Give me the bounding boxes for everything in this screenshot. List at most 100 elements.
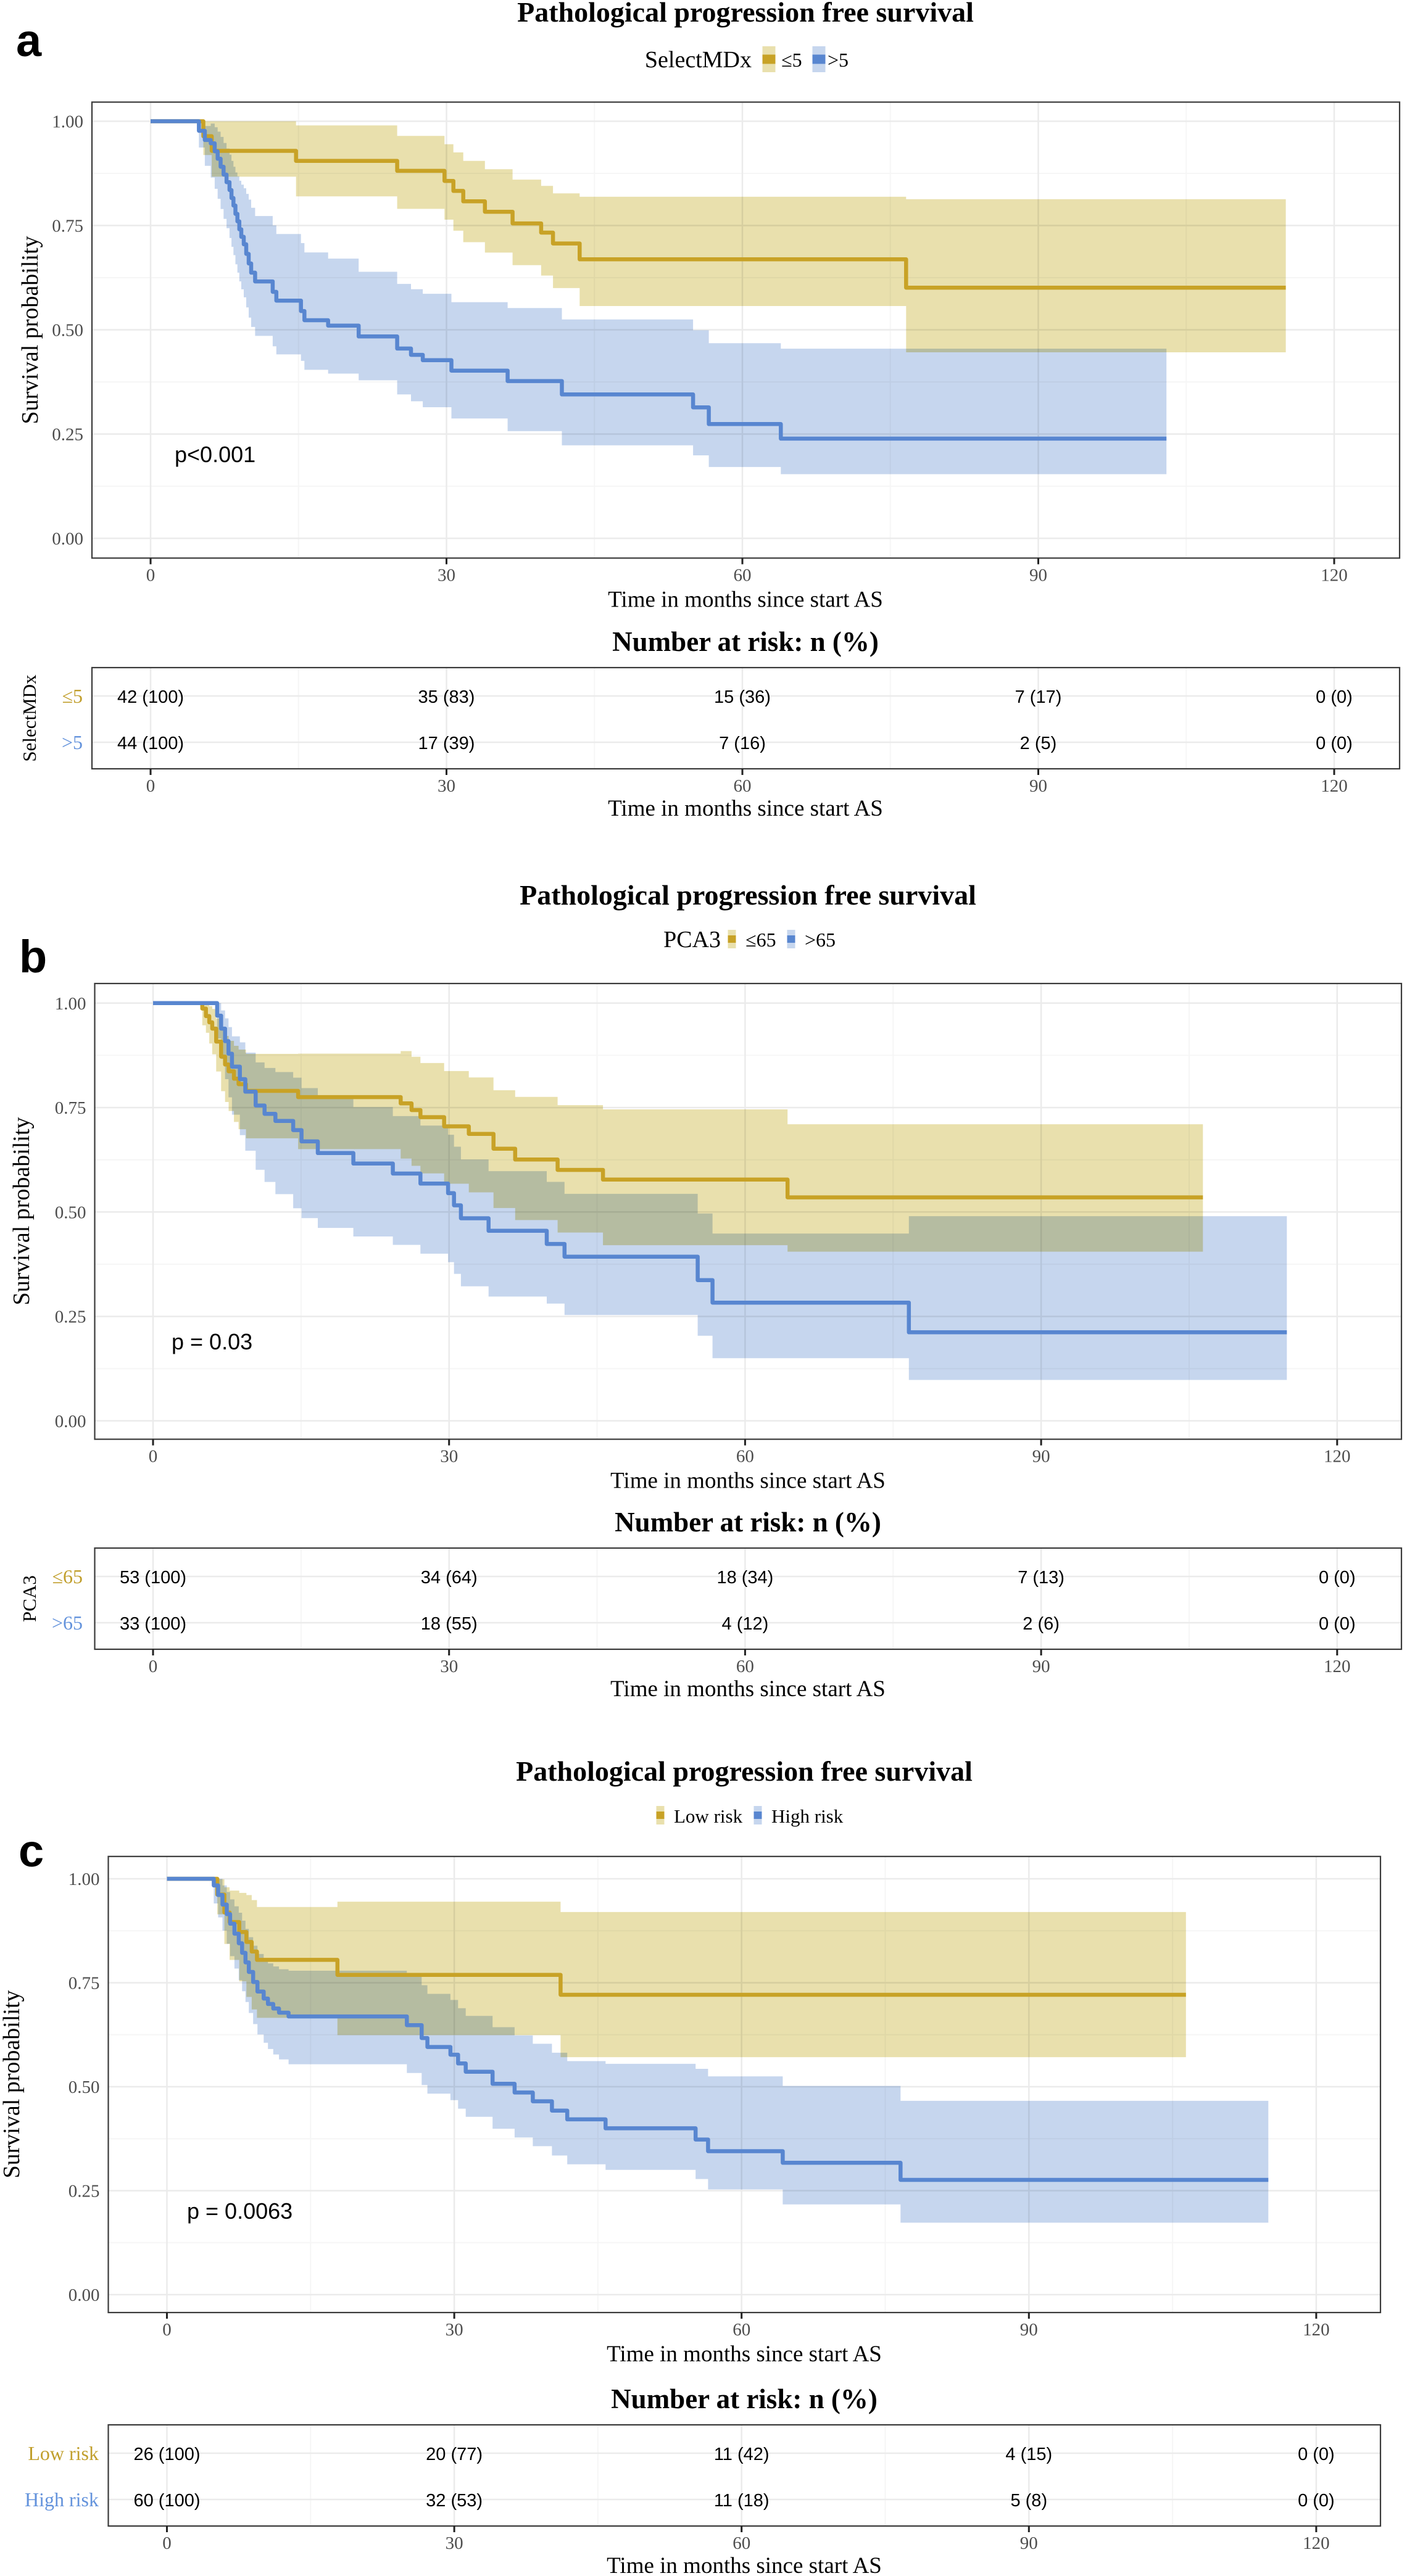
svg-text:0: 0 — [149, 1657, 158, 1676]
svg-text:90: 90 — [1029, 776, 1047, 796]
svg-text:0.25: 0.25 — [52, 425, 83, 445]
svg-text:PCA3: PCA3 — [663, 927, 721, 953]
svg-text:7 (16): 7 (16) — [719, 734, 766, 753]
svg-text:0.50: 0.50 — [55, 1203, 86, 1222]
svg-text:18 (55): 18 (55) — [421, 1614, 478, 1634]
svg-text:p<0.001: p<0.001 — [175, 442, 255, 467]
svg-text:120: 120 — [1321, 566, 1348, 586]
svg-text:0.75: 0.75 — [52, 217, 83, 236]
svg-text:0.25: 0.25 — [55, 1307, 86, 1327]
svg-text:0 (0): 0 (0) — [1316, 734, 1353, 753]
svg-text:0 (0): 0 (0) — [1319, 1614, 1356, 1634]
svg-text:60 (100): 60 (100) — [133, 2491, 200, 2511]
svg-text:120: 120 — [1303, 2320, 1330, 2340]
svg-text:30: 30 — [446, 2533, 463, 2553]
svg-text:Survival probability: Survival probability — [17, 236, 43, 424]
svg-text:30: 30 — [438, 566, 455, 586]
svg-text:0.75: 0.75 — [68, 1974, 100, 1994]
svg-text:≤5: ≤5 — [781, 49, 802, 71]
svg-text:≤5: ≤5 — [62, 685, 83, 707]
svg-text:1.00: 1.00 — [55, 994, 86, 1014]
svg-text:a: a — [16, 15, 42, 66]
svg-text:32 (53): 32 (53) — [426, 2491, 483, 2511]
svg-text:>65: >65 — [805, 929, 836, 951]
svg-text:Number at risk: n (%): Number at risk: n (%) — [612, 626, 879, 657]
svg-text:44 (100): 44 (100) — [117, 734, 184, 753]
svg-text:60: 60 — [734, 566, 752, 586]
svg-text:17 (39): 17 (39) — [418, 734, 475, 753]
svg-text:0.50: 0.50 — [68, 2077, 100, 2097]
svg-text:120: 120 — [1303, 2533, 1330, 2553]
svg-text:4 (12): 4 (12) — [722, 1614, 769, 1634]
svg-text:53 (100): 53 (100) — [120, 1568, 186, 1588]
svg-text:Pathological progression free: Pathological progression free survival — [516, 1755, 973, 1787]
svg-text:60: 60 — [734, 776, 752, 796]
svg-text:2 (5): 2 (5) — [1020, 734, 1057, 753]
svg-text:SelectMDx: SelectMDx — [19, 674, 40, 762]
svg-text:0.50: 0.50 — [52, 321, 83, 341]
svg-text:≤65: ≤65 — [745, 929, 776, 951]
svg-text:120: 120 — [1324, 1447, 1351, 1467]
svg-text:90: 90 — [1029, 566, 1047, 586]
svg-text:>5: >5 — [828, 49, 849, 71]
svg-text:Low risk: Low risk — [28, 2442, 99, 2464]
svg-text:1.00: 1.00 — [68, 1870, 100, 1889]
svg-text:0 (0): 0 (0) — [1319, 1568, 1356, 1588]
svg-text:60: 60 — [736, 1447, 754, 1467]
svg-text:≤65: ≤65 — [52, 1565, 83, 1588]
svg-text:0: 0 — [162, 2320, 172, 2340]
svg-text:0.00: 0.00 — [68, 2285, 100, 2305]
svg-text:4 (15): 4 (15) — [1005, 2445, 1052, 2464]
svg-text:0 (0): 0 (0) — [1298, 2445, 1335, 2464]
svg-text:0 (0): 0 (0) — [1298, 2491, 1335, 2511]
svg-text:High risk: High risk — [771, 1805, 844, 1827]
svg-text:Pathological progression free: Pathological progression free survival — [517, 0, 974, 28]
svg-text:60: 60 — [733, 2320, 750, 2340]
svg-text:Number at risk: n (%): Number at risk: n (%) — [615, 1507, 881, 1538]
svg-text:>5: >5 — [62, 731, 83, 753]
svg-text:5 (8): 5 (8) — [1010, 2491, 1047, 2511]
svg-text:0: 0 — [146, 566, 156, 586]
svg-text:90: 90 — [1020, 2320, 1038, 2340]
svg-text:Time in months since start AS: Time in months since start AS — [610, 1676, 886, 1702]
svg-text:SelectMDx: SelectMDx — [645, 47, 752, 73]
svg-text:c: c — [19, 1825, 44, 1876]
svg-text:2 (6): 2 (6) — [1023, 1614, 1060, 1634]
svg-text:p = 0.0063: p = 0.0063 — [187, 2198, 293, 2224]
svg-text:7 (13): 7 (13) — [1018, 1568, 1065, 1588]
svg-text:0.00: 0.00 — [52, 529, 83, 549]
svg-text:35 (83): 35 (83) — [418, 687, 475, 707]
svg-text:11 (18): 11 (18) — [714, 2491, 770, 2511]
svg-text:0.25: 0.25 — [68, 2182, 100, 2201]
svg-text:7 (17): 7 (17) — [1015, 687, 1062, 707]
svg-text:90: 90 — [1032, 1657, 1050, 1676]
svg-text:30: 30 — [440, 1447, 458, 1467]
svg-text:11 (42): 11 (42) — [714, 2445, 770, 2464]
svg-text:1.00: 1.00 — [52, 112, 83, 132]
svg-text:15 (36): 15 (36) — [714, 687, 771, 707]
svg-text:b: b — [19, 931, 47, 982]
svg-text:Time in months since start AS: Time in months since start AS — [608, 796, 883, 821]
svg-text:90: 90 — [1020, 2533, 1038, 2553]
svg-text:60: 60 — [733, 2533, 750, 2553]
svg-text:0.00: 0.00 — [55, 1412, 86, 1431]
svg-text:p = 0.03: p = 0.03 — [172, 1329, 252, 1354]
svg-text:0 (0): 0 (0) — [1316, 687, 1353, 707]
svg-text:30: 30 — [440, 1657, 458, 1676]
svg-text:0: 0 — [162, 2533, 172, 2553]
svg-text:30: 30 — [438, 776, 455, 796]
svg-text:0: 0 — [146, 776, 156, 796]
svg-text:Pathological progression free: Pathological progression free survival — [520, 879, 976, 911]
svg-text:Survival probability: Survival probability — [9, 1117, 35, 1305]
svg-text:26 (100): 26 (100) — [133, 2445, 200, 2464]
svg-text:60: 60 — [736, 1657, 754, 1676]
svg-text:18 (34): 18 (34) — [716, 1568, 773, 1588]
svg-text:0: 0 — [149, 1447, 158, 1467]
svg-text:Time in months since start AS: Time in months since start AS — [610, 1468, 886, 1494]
svg-text:PCA3: PCA3 — [19, 1575, 40, 1622]
svg-text:90: 90 — [1032, 1447, 1050, 1467]
svg-text:Survival probability: Survival probability — [0, 1990, 25, 2178]
svg-text:Time in months since start AS: Time in months since start AS — [607, 2342, 882, 2367]
svg-text:Time in months since start AS: Time in months since start AS — [607, 2553, 882, 2576]
svg-text:>65: >65 — [52, 1612, 83, 1634]
